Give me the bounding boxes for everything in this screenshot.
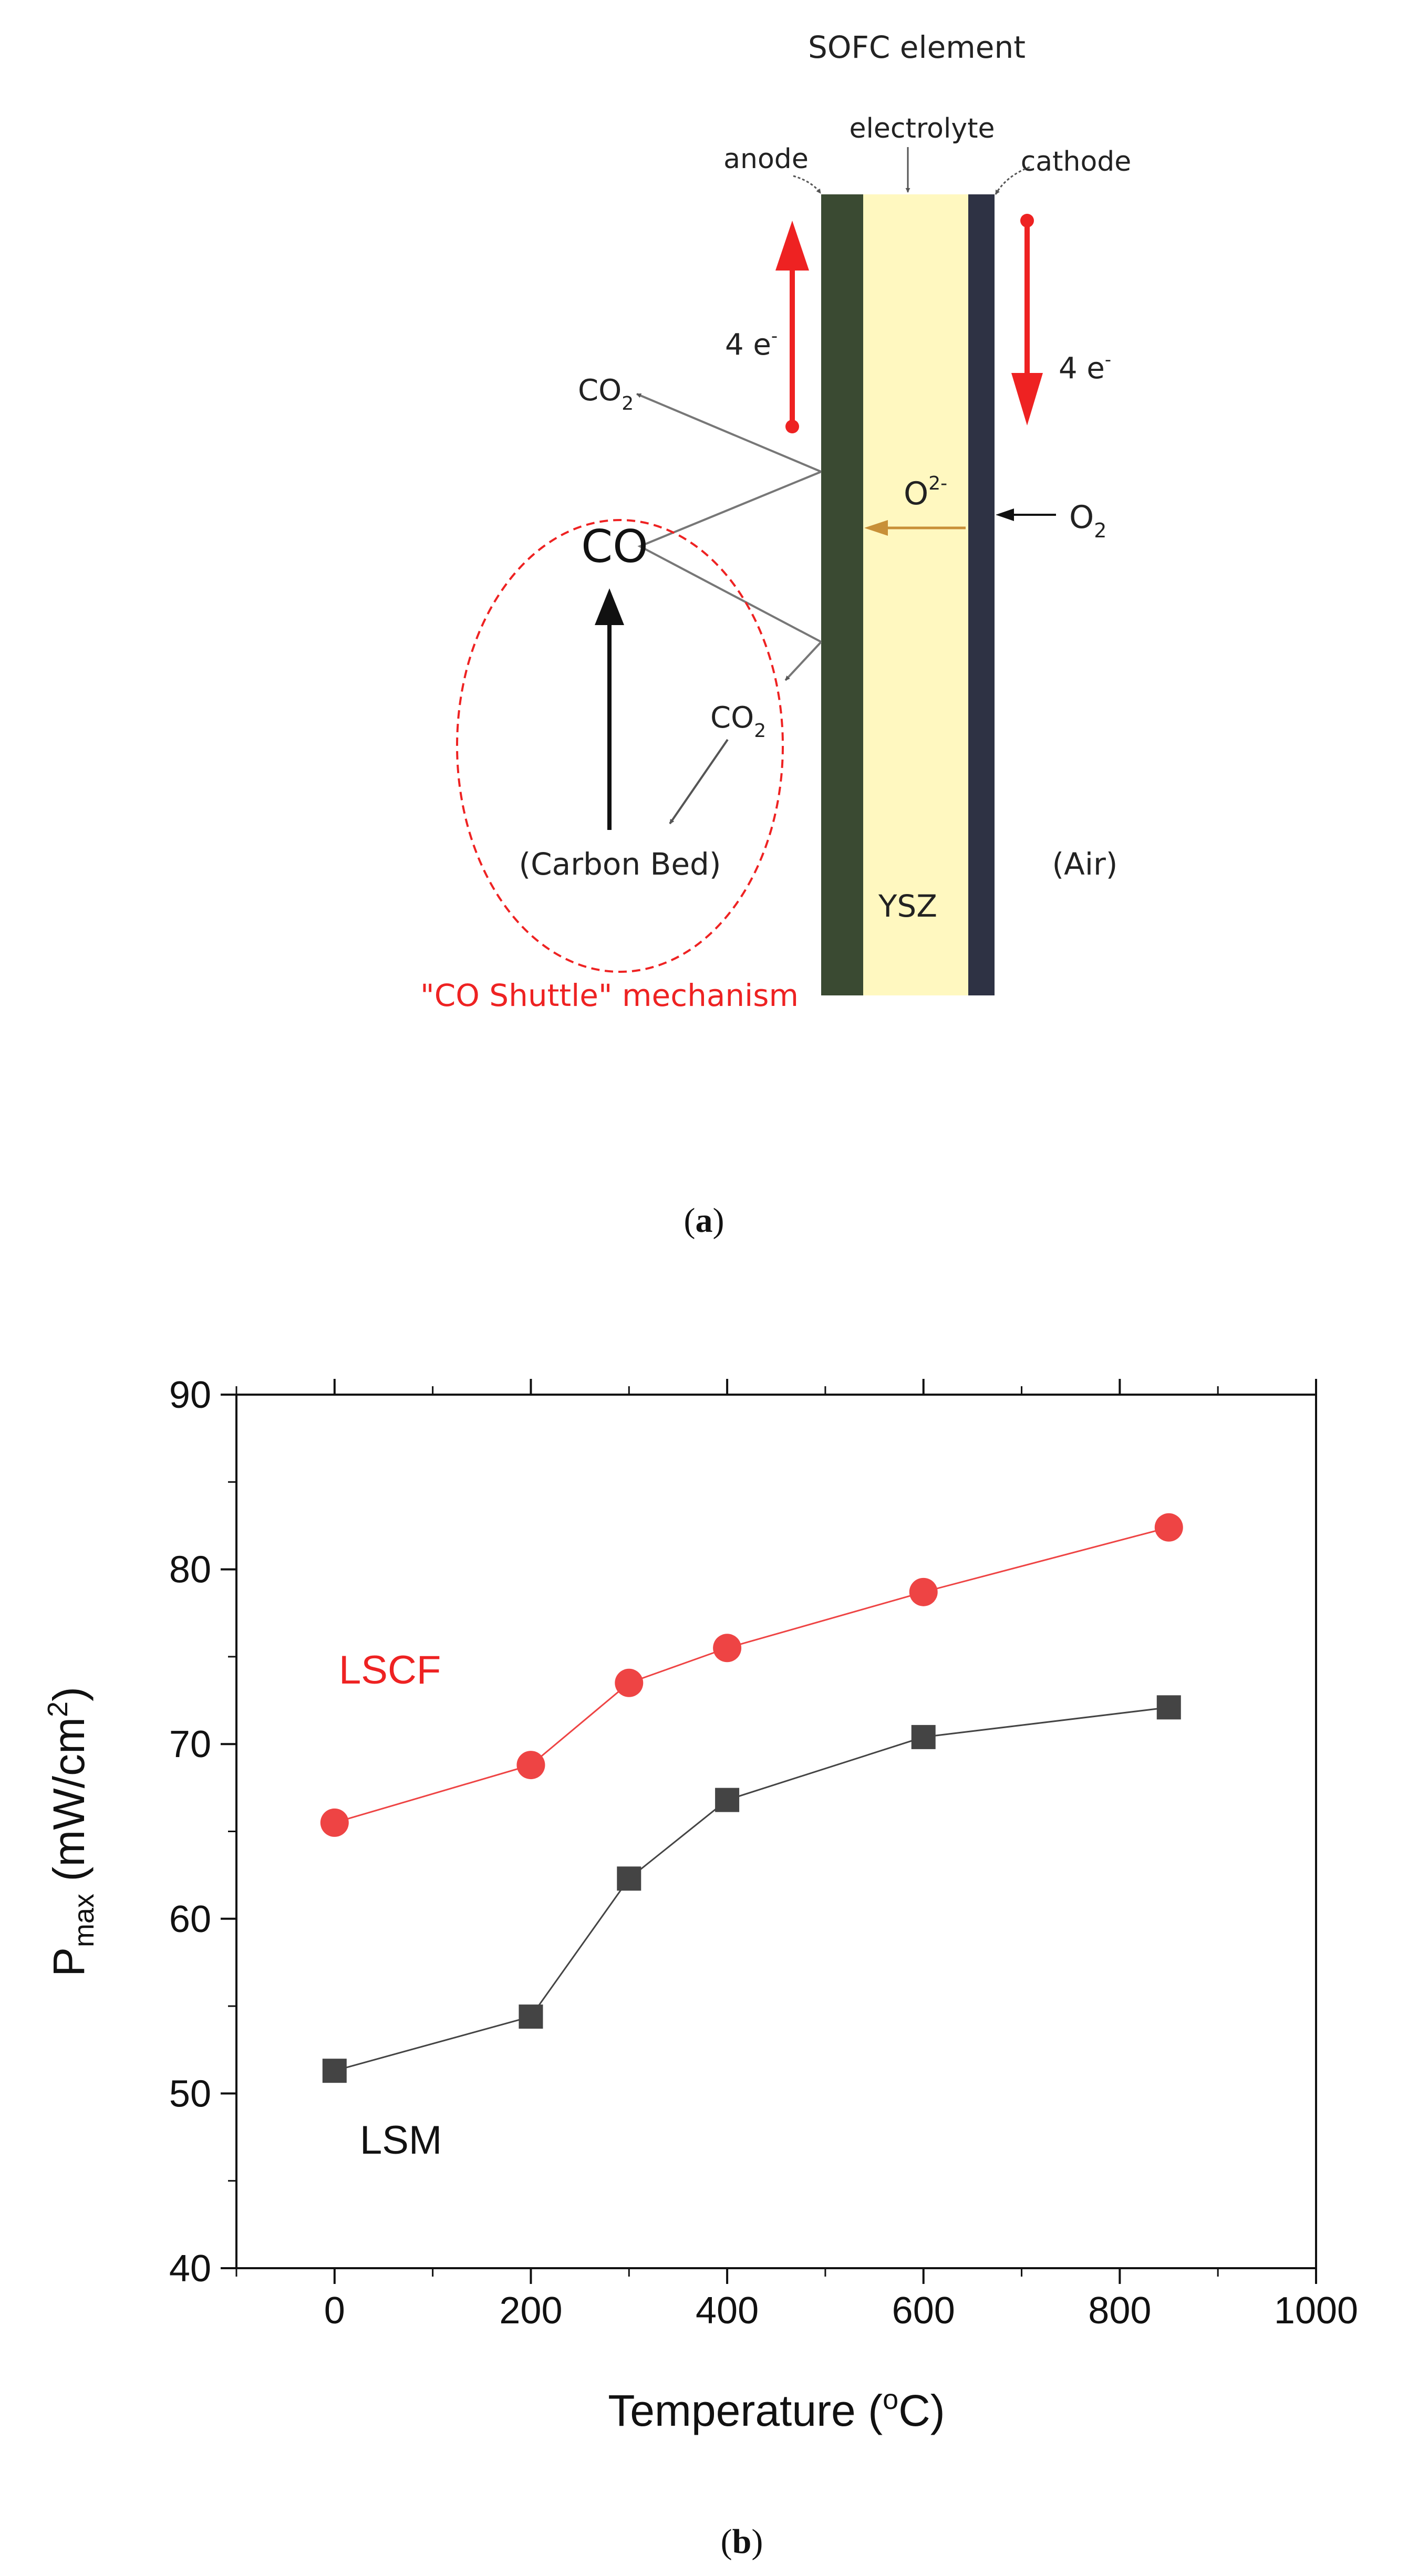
x-tick-label: 200: [499, 2290, 562, 2332]
x-tick-label: 0: [324, 2290, 345, 2332]
point-lscf: [320, 1808, 349, 1837]
mechanism-label: "CO Shuttle" mechanism: [420, 978, 799, 1013]
co-shuttle-ellipse: [456, 519, 784, 973]
o2-arrowhead: [996, 508, 1014, 521]
point-lsm: [1156, 1695, 1181, 1720]
co2-top-label: CO2: [578, 373, 634, 414]
air-label: (Air): [1052, 846, 1118, 882]
ysz-label: YSZ: [878, 888, 937, 924]
panel-a-caption: (a): [684, 1201, 724, 1240]
x-tick-label: 400: [696, 2290, 759, 2332]
carbon-bed-label: (Carbon Bed): [519, 846, 721, 882]
o2-label: O2: [1069, 499, 1106, 542]
point-lscf: [615, 1668, 644, 1697]
panel-b-caption: (b): [721, 2522, 763, 2561]
point-lsm: [715, 1788, 740, 1812]
y-axis-label: Pmax (mW/cm2): [42, 1687, 100, 1977]
carbon-to-co-arrowhead: [595, 588, 624, 625]
x-tick-label: 600: [892, 2290, 955, 2332]
x-axis-label: Temperature (oC): [608, 2384, 945, 2435]
series-line-lscf: [334, 1526, 1169, 1824]
cathode-pointer: [995, 166, 1030, 195]
electron-left-arrowhead: [775, 221, 809, 271]
point-lscf: [713, 1634, 742, 1663]
co-label: CO: [581, 521, 648, 573]
y-axis: 40 50 60 70 80 90: [169, 1374, 236, 2290]
electrons-right-label: 4 e-: [1059, 349, 1111, 386]
y-tick-label: 50: [169, 2073, 211, 2115]
point-lscf: [909, 1577, 938, 1606]
oxide-ion-arrowhead: [864, 520, 888, 536]
electrolyte-layer: [863, 194, 968, 995]
point-lscf: [1154, 1513, 1183, 1542]
co2-bottom-label: CO2: [710, 701, 766, 742]
cathode-label: cathode: [1021, 146, 1132, 178]
point-lscf: [516, 1751, 545, 1780]
x-tick-label: 800: [1088, 2290, 1151, 2332]
y-tick-label: 90: [169, 1374, 211, 1416]
electrons-left-label: 4 e-: [725, 326, 778, 362]
cathode-layer: [968, 194, 995, 995]
series-line-lsm: [334, 1706, 1169, 2072]
co2-top-arrow: [636, 393, 822, 473]
y-tick-label: 70: [169, 1723, 211, 1765]
series-layer: [320, 1513, 1183, 2083]
electron-right-arrowhead: [1011, 373, 1043, 425]
anode-label: anode: [723, 143, 809, 175]
anode-layer: [821, 194, 863, 995]
co2-to-carbon-arrow: [669, 739, 729, 825]
sofc-title: SOFC element: [808, 29, 1026, 65]
y-tick-label: 60: [169, 1898, 211, 1940]
anode-pointer: [793, 175, 822, 194]
panel-a-diagram: SOFC element anode electrolyte cathode 4…: [420, 29, 1131, 1240]
point-lsm: [519, 2004, 543, 2029]
point-lsm: [617, 1866, 641, 1891]
oxide-ion-label: O2-: [904, 473, 947, 512]
point-lsm: [322, 2059, 347, 2083]
x-tick-label: 1000: [1274, 2290, 1358, 2332]
y-tick-label: 80: [169, 1549, 211, 1591]
series-label-lsm: LSM: [360, 2118, 442, 2163]
series-label-lscf: LSCF: [339, 1648, 441, 1692]
y-tick-label: 40: [169, 2248, 211, 2290]
co-shuttle-zigzag: [637, 471, 822, 643]
point-lsm: [911, 1725, 936, 1749]
x-axis: 0 200 400 600 800 1000: [235, 1379, 1358, 2332]
electrolyte-label: electrolyte: [849, 113, 995, 144]
co2-bottom-arrow: [784, 641, 822, 681]
